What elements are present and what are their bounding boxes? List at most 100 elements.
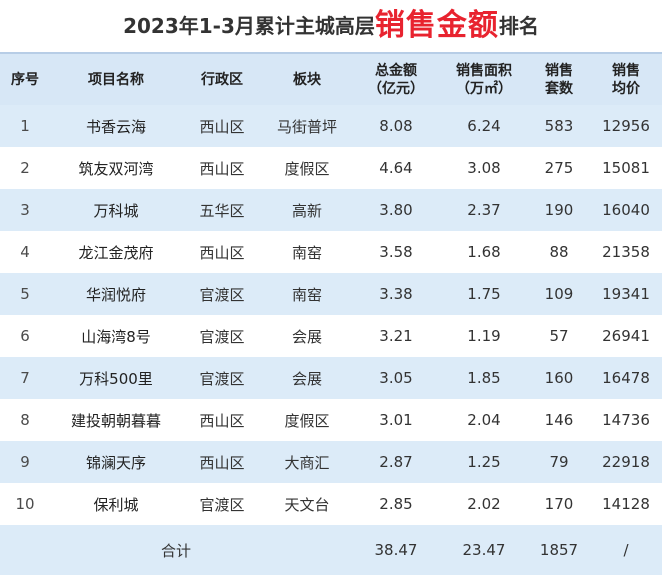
cell-block: 天文台 (262, 483, 352, 525)
total-price: / (590, 525, 662, 575)
cell-area: 1.19 (440, 315, 528, 357)
cell-name: 龙江金茂府 (50, 231, 182, 273)
header-amount-line1: 总金额 (375, 62, 417, 79)
cell-district: 西山区 (182, 105, 262, 147)
table-row: 3 万科城 五华区 高新 3.80 2.37 190 16040 (0, 189, 662, 231)
cell-block: 度假区 (262, 399, 352, 441)
cell-name: 万科500里 (50, 357, 182, 399)
cell-price: 16478 (590, 357, 662, 399)
table-row: 9 锦澜天序 西山区 大商汇 2.87 1.25 79 22918 (0, 441, 662, 483)
header-block: 板块 (262, 52, 352, 105)
ranking-table: 序号 项目名称 行政区 板块 总金额 （亿元） 销售面积 （万㎡） 销售 套数 … (0, 52, 662, 575)
cell-district: 官渡区 (182, 483, 262, 525)
cell-area: 6.24 (440, 105, 528, 147)
cell-price: 14128 (590, 483, 662, 525)
header-price: 销售 均价 (590, 52, 662, 105)
cell-district: 官渡区 (182, 357, 262, 399)
cell-units: 275 (528, 147, 590, 189)
cell-units: 160 (528, 357, 590, 399)
cell-seq: 8 (0, 399, 50, 441)
cell-district: 官渡区 (182, 273, 262, 315)
cell-name: 书香云海 (50, 105, 182, 147)
cell-amount: 2.87 (352, 441, 440, 483)
cell-seq: 10 (0, 483, 50, 525)
cell-seq: 9 (0, 441, 50, 483)
cell-seq: 4 (0, 231, 50, 273)
header-name: 项目名称 (50, 52, 182, 105)
cell-area: 3.08 (440, 147, 528, 189)
cell-area: 1.25 (440, 441, 528, 483)
cell-amount: 3.80 (352, 189, 440, 231)
cell-block: 会展 (262, 357, 352, 399)
cell-area: 1.85 (440, 357, 528, 399)
cell-district: 西山区 (182, 147, 262, 189)
cell-price: 16040 (590, 189, 662, 231)
table-row: 4 龙江金茂府 西山区 南窑 3.58 1.68 88 21358 (0, 231, 662, 273)
cell-amount: 2.85 (352, 483, 440, 525)
header-area-line1: 销售面积 (456, 62, 512, 79)
title-prefix: 2023年1-3月累计主城高层 (123, 14, 375, 38)
cell-price: 15081 (590, 147, 662, 189)
header-units-line1: 销售 (545, 62, 573, 79)
header-district: 行政区 (182, 52, 262, 105)
cell-units: 79 (528, 441, 590, 483)
cell-block: 度假区 (262, 147, 352, 189)
header-units: 销售 套数 (528, 52, 590, 105)
cell-name: 山海湾8号 (50, 315, 182, 357)
cell-units: 109 (528, 273, 590, 315)
page-title: 2023年1-3月累计主城高层销售金额排名 (0, 0, 662, 52)
cell-area: 2.37 (440, 189, 528, 231)
cell-district: 五华区 (182, 189, 262, 231)
table-row: 7 万科500里 官渡区 会展 3.05 1.85 160 16478 (0, 357, 662, 399)
table-row: 8 建投朝朝暮暮 西山区 度假区 3.01 2.04 146 14736 (0, 399, 662, 441)
cell-price: 12956 (590, 105, 662, 147)
cell-block: 南窑 (262, 231, 352, 273)
header-seq: 序号 (0, 52, 50, 105)
cell-units: 146 (528, 399, 590, 441)
total-label: 合计 (0, 525, 352, 575)
cell-units: 57 (528, 315, 590, 357)
table-row: 6 山海湾8号 官渡区 会展 3.21 1.19 57 26941 (0, 315, 662, 357)
cell-name: 万科城 (50, 189, 182, 231)
total-area: 23.47 (440, 525, 528, 575)
title-suffix: 排名 (498, 14, 539, 38)
header-price-line1: 销售 (612, 62, 640, 79)
cell-district: 官渡区 (182, 315, 262, 357)
title-highlight: 销售金额 (374, 8, 499, 43)
cell-units: 170 (528, 483, 590, 525)
cell-name: 建投朝朝暮暮 (50, 399, 182, 441)
header-price-line2: 均价 (612, 80, 640, 97)
cell-area: 1.68 (440, 231, 528, 273)
cell-block: 南窑 (262, 273, 352, 315)
table-row: 10 保利城 官渡区 天文台 2.85 2.02 170 14128 (0, 483, 662, 525)
cell-area: 2.02 (440, 483, 528, 525)
header-amount-line2: （亿元） (368, 80, 424, 97)
cell-amount: 3.01 (352, 399, 440, 441)
total-amount: 38.47 (352, 525, 440, 575)
cell-seq: 3 (0, 189, 50, 231)
cell-price: 21358 (590, 231, 662, 273)
cell-amount: 3.05 (352, 357, 440, 399)
total-row: 合计 38.47 23.47 1857 / (0, 525, 662, 575)
cell-amount: 8.08 (352, 105, 440, 147)
cell-name: 保利城 (50, 483, 182, 525)
total-units: 1857 (528, 525, 590, 575)
cell-district: 西山区 (182, 399, 262, 441)
cell-units: 583 (528, 105, 590, 147)
cell-seq: 1 (0, 105, 50, 147)
table-row: 2 筑友双河湾 西山区 度假区 4.64 3.08 275 15081 (0, 147, 662, 189)
header-area: 销售面积 （万㎡） (440, 52, 528, 105)
cell-block: 高新 (262, 189, 352, 231)
cell-price: 14736 (590, 399, 662, 441)
cell-amount: 3.38 (352, 273, 440, 315)
cell-district: 西山区 (182, 441, 262, 483)
cell-name: 筑友双河湾 (50, 147, 182, 189)
cell-seq: 7 (0, 357, 50, 399)
table-row: 5 华润悦府 官渡区 南窑 3.38 1.75 109 19341 (0, 273, 662, 315)
cell-name: 锦澜天序 (50, 441, 182, 483)
cell-price: 26941 (590, 315, 662, 357)
cell-units: 88 (528, 231, 590, 273)
cell-price: 22918 (590, 441, 662, 483)
header-area-line2: （万㎡） (456, 80, 512, 97)
